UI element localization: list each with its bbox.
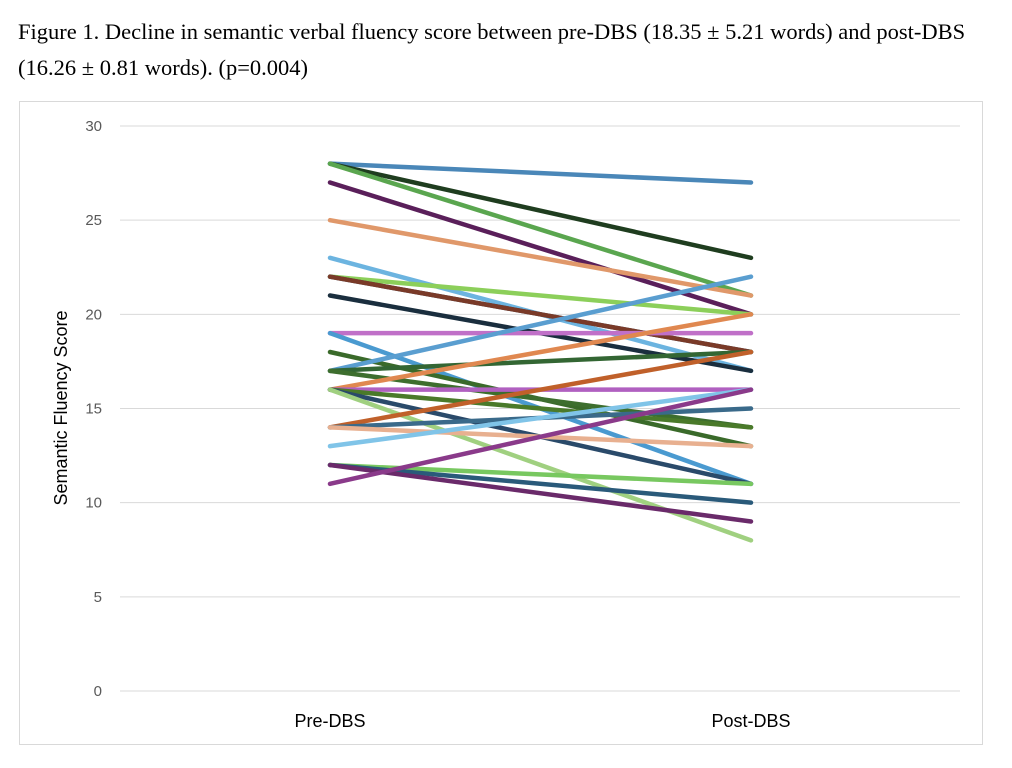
figure-caption: Figure 1. Decline in semantic verbal flu… [18,19,966,80]
series-line [327,312,754,392]
series-line [327,387,754,430]
series-line [327,387,754,487]
y-tick-label: 25 [85,212,102,229]
y-axis-title: Semantic Fluency Score [51,310,71,505]
series-line [327,462,754,524]
series-line [327,368,754,430]
y-tick-label: 5 [94,589,102,606]
series-line [327,349,754,430]
y-tick-label: 15 [85,401,102,418]
series-line [327,161,754,261]
series-line [327,274,754,317]
y-axis-ticks: 0 5 10 15 20 25 30 [85,118,102,700]
series-line [327,161,754,298]
series-line [327,217,754,298]
series-line [327,462,754,505]
y-tick-label: 10 [85,495,102,512]
x-axis-categories: Pre-DBS Post-DBS [294,711,790,731]
series-line [327,387,754,449]
y-tick-label: 30 [85,118,102,135]
series-line [327,274,754,355]
x-category-label: Post-DBS [711,711,790,731]
y-tick-label: 0 [94,683,102,700]
series-line [327,161,754,185]
series-lines [327,161,754,543]
x-category-label: Pre-DBS [294,711,365,731]
y-tick-label: 20 [85,306,102,323]
series-line [327,349,754,374]
series-line [327,274,754,374]
